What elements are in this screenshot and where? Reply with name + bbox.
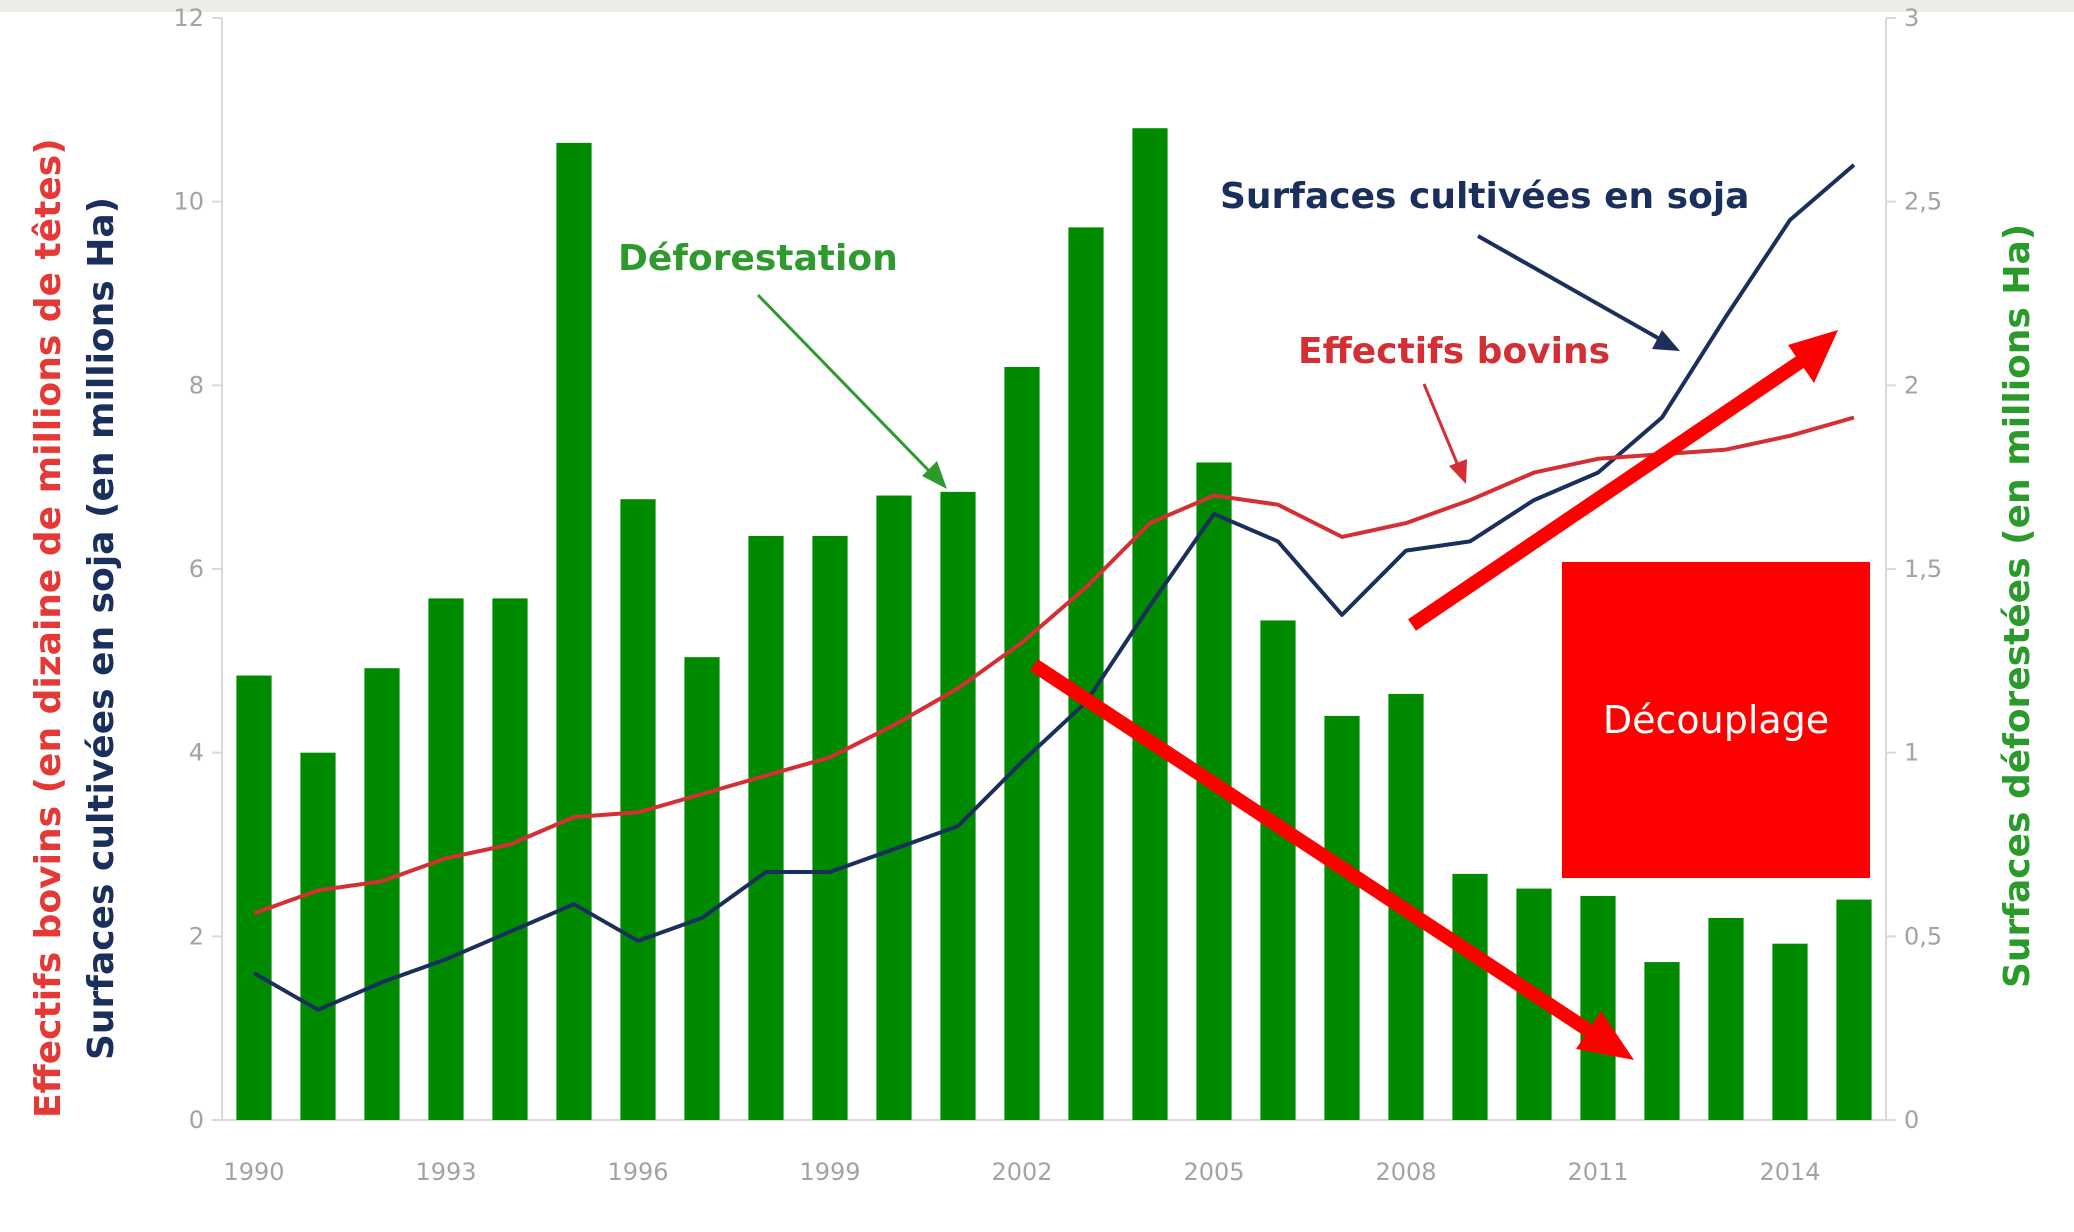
right-tick-label: 0,5 [1904, 922, 1942, 950]
x-tick-label: 1996 [607, 1158, 668, 1186]
left-tick-label: 8 [189, 371, 204, 399]
deforestation-bar [1708, 917, 1744, 1120]
bovins-pointer [1422, 383, 1461, 469]
bovins-line [253, 415, 1855, 916]
x-tick-label: 1993 [415, 1158, 476, 1186]
x-tick-label: 2005 [1183, 1158, 1244, 1186]
deforestation-bar [940, 491, 976, 1120]
right-tick-label: 0 [1904, 1106, 1919, 1134]
left-tick-label: 6 [189, 555, 204, 583]
left-tick-label: 10 [173, 188, 204, 216]
x-tick-label: 2014 [1759, 1158, 1820, 1186]
left-tick-label: 0 [189, 1106, 204, 1134]
deforestation-bar [812, 535, 848, 1120]
deforestation-bar [1580, 895, 1616, 1120]
x-axis-ticks: 1990 1993 1996 1999 2002 2005 2008 2011 2014 [223, 1158, 1820, 1186]
right-tick-label: 2,5 [1904, 188, 1942, 216]
right-tick-label: 1 [1904, 739, 1919, 767]
x-tick-label: 2011 [1567, 1158, 1628, 1186]
soja-pointer [1477, 234, 1666, 344]
deforestation-pointer-head [922, 461, 947, 489]
annotation-arrows [756, 234, 1680, 489]
deforestation-bar [300, 752, 336, 1120]
deforestation-bar [1068, 227, 1104, 1120]
left-tick-label: 4 [189, 739, 204, 767]
deforestation-bar [876, 495, 912, 1120]
soja-pointer-head [1652, 330, 1680, 351]
left-tick-label: 2 [189, 922, 204, 950]
deforestation-bar [492, 598, 528, 1120]
top-bar [0, 0, 2074, 12]
x-tick-label: 1990 [223, 1158, 284, 1186]
annotation-bovins: Effectifs bovins [1298, 331, 1610, 372]
annotation-deforestation: Déforestation [618, 238, 898, 279]
soja-line [253, 163, 1856, 1012]
y-axis-label-deforestation: Surfaces déforestées (en millions Ha) [1997, 224, 2038, 988]
decoupling-arrow-up-head [1788, 330, 1838, 383]
y-axis-label-bovins: Effectifs bovins (en dizaine de millions… [28, 138, 69, 1118]
deforestation-bar [1260, 620, 1296, 1120]
right-tick-label: 2 [1904, 371, 1919, 399]
bovins-pointer-head [1449, 459, 1467, 484]
x-tick-label: 1999 [799, 1158, 860, 1186]
decoupling-arrow-down-head [1576, 1011, 1634, 1060]
right-tick-label: 3 [1904, 4, 1919, 32]
decoupling-label: Découplage [1602, 698, 1830, 742]
right-axis-ticks: 0 0,5 1 1,5 2 2,5 3 [1886, 4, 1942, 1134]
left-tick-label: 12 [173, 4, 204, 32]
decoupling-box: Découplage [1562, 562, 1870, 878]
y-axis-label-soja: Surfaces cultivées en soja (en millions … [81, 197, 122, 1060]
deforestation-bar [364, 668, 400, 1120]
decoupling-arrows [1030, 330, 1838, 1060]
line-series [253, 163, 1856, 1012]
left-axis-ticks: 0 2 4 6 8 10 12 [173, 4, 222, 1134]
x-tick-label: 2002 [991, 1158, 1052, 1186]
decoupling-arrow-up [1408, 356, 1804, 631]
annotation-soja: Surfaces cultivées en soja [1220, 176, 1749, 217]
deforestation-bar [236, 675, 272, 1120]
deforestation-bar [1004, 366, 1040, 1120]
x-tick-label: 2008 [1375, 1158, 1436, 1186]
decoupling-arrow-down [1030, 659, 1592, 1036]
deforestation-bar [1452, 873, 1488, 1120]
deforestation-bar [748, 535, 784, 1120]
deforestation-bar [556, 142, 592, 1121]
deforestation-bar [1324, 715, 1360, 1120]
deforestation-pointer [756, 293, 937, 479]
right-tick-label: 1,5 [1904, 555, 1942, 583]
deforestation-bar [1836, 899, 1872, 1120]
deforestation-bar [1644, 962, 1680, 1120]
deforestation-bar [684, 657, 720, 1120]
deforestation-bar [1772, 943, 1808, 1120]
